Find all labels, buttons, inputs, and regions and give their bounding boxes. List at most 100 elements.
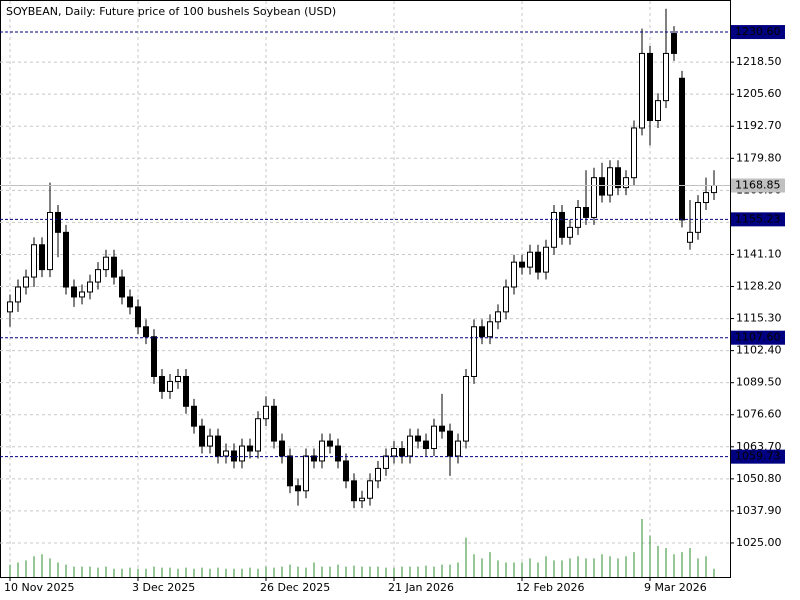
x-tick-label: 3 Dec 2025 xyxy=(132,581,195,594)
level-label: 1155.23 xyxy=(735,212,781,225)
candle-body xyxy=(575,206,581,228)
candle-body xyxy=(463,375,469,442)
level-label: 1107.60 xyxy=(735,331,781,344)
candle-body xyxy=(71,286,77,298)
x-tick-label: 26 Dec 2025 xyxy=(260,581,330,594)
candle-body xyxy=(191,405,197,427)
candle-body xyxy=(135,306,141,328)
candle-body xyxy=(503,286,509,313)
candle-body xyxy=(711,185,717,194)
y-tick-label: 1192.70 xyxy=(736,119,782,132)
level-label: 1059.73 xyxy=(735,450,781,463)
candle-body xyxy=(471,326,477,377)
candle-body xyxy=(279,440,285,457)
candle-body xyxy=(111,256,117,278)
candle-body xyxy=(391,448,397,457)
candle-body xyxy=(47,211,53,271)
candle-body xyxy=(223,450,229,457)
candle-body xyxy=(647,52,653,122)
candle-body xyxy=(567,226,573,238)
candle-body xyxy=(63,231,69,288)
candle-body xyxy=(287,455,293,487)
level-label-bg xyxy=(731,330,785,345)
plot-frame xyxy=(0,0,731,578)
candle-body xyxy=(167,380,173,392)
candle-body xyxy=(159,375,165,392)
candle-body xyxy=(655,100,661,122)
candle-body xyxy=(143,326,149,338)
chart-title: SOYBEAN, Daily: Future price of 100 bush… xyxy=(6,5,336,18)
candle-body xyxy=(679,77,685,221)
candle-body xyxy=(695,202,701,233)
candle-body xyxy=(247,445,253,452)
y-tick-label: 1179.80 xyxy=(736,151,782,164)
candle-body xyxy=(383,455,389,469)
candle-body xyxy=(639,52,645,129)
candle-body xyxy=(335,445,341,462)
level-label-bg xyxy=(731,212,785,227)
candle-body xyxy=(311,455,317,462)
candle-body xyxy=(175,375,181,382)
candle-body xyxy=(303,455,309,492)
y-tick-label: 1115.30 xyxy=(736,312,782,325)
y-tick-label: 1063.70 xyxy=(736,440,782,453)
y-tick-label: 1205.60 xyxy=(736,87,782,100)
candle-body xyxy=(31,244,37,278)
current-price-label: 1168.85 xyxy=(735,179,781,192)
candle-body xyxy=(559,211,565,238)
candle-body xyxy=(495,311,501,323)
candle-body xyxy=(671,33,677,54)
candle-body xyxy=(407,435,413,457)
candle-body xyxy=(15,286,21,303)
candle-body xyxy=(351,480,357,502)
candle-body xyxy=(359,497,365,502)
candle-body xyxy=(55,211,61,233)
candle-body xyxy=(327,440,333,447)
candle-body xyxy=(263,405,269,420)
candle-body xyxy=(199,425,205,447)
y-tick-label: 1218.50 xyxy=(736,55,782,68)
level-label-bg xyxy=(731,449,785,464)
candle-body xyxy=(343,460,349,482)
candle-body xyxy=(375,467,381,482)
x-tick-label: 21 Jan 2026 xyxy=(388,581,454,594)
candle-body xyxy=(183,375,189,407)
candle-body xyxy=(151,336,157,377)
candle-body xyxy=(95,269,101,283)
candle-body xyxy=(479,326,485,338)
candle-body xyxy=(431,425,437,450)
candle-body xyxy=(543,246,549,273)
candle-body xyxy=(231,450,237,462)
candle-body xyxy=(39,244,45,271)
candle-body xyxy=(399,448,405,457)
current-price-bg xyxy=(731,178,785,193)
y-tick-label: 1089.50 xyxy=(736,376,782,389)
candle-body xyxy=(519,261,525,268)
candle-body xyxy=(119,276,125,298)
candle-body xyxy=(87,281,93,293)
candle-body xyxy=(591,177,597,218)
candle-body xyxy=(423,440,429,450)
candle-body xyxy=(239,445,245,462)
candle-body xyxy=(551,211,557,248)
candle-body xyxy=(703,192,709,204)
candle-body xyxy=(447,430,453,457)
candle-body xyxy=(215,435,221,457)
candle-body xyxy=(271,405,277,442)
candle-body xyxy=(663,52,669,102)
candle-body xyxy=(607,167,613,196)
y-tick-label: 1037.90 xyxy=(736,504,782,517)
candle-body xyxy=(295,485,301,492)
candle-body xyxy=(79,291,85,298)
y-tick-label: 1102.40 xyxy=(736,344,782,357)
candle-body xyxy=(599,177,605,196)
candle-body xyxy=(615,167,621,189)
candle-body xyxy=(583,206,589,218)
level-label: 1230.60 xyxy=(735,25,781,38)
level-label-bg xyxy=(731,25,785,40)
candle-body xyxy=(103,256,109,271)
y-tick-label: 1050.80 xyxy=(736,472,782,485)
x-tick-label: 9 Mar 2026 xyxy=(644,581,707,594)
candle-body xyxy=(127,296,133,308)
